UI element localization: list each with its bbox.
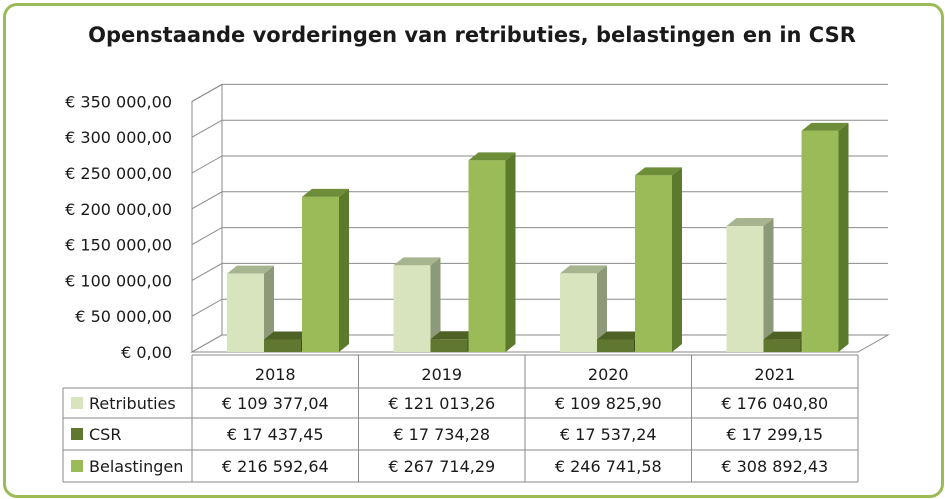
data-label: € 267 714,29 — [388, 457, 495, 476]
bar-top — [763, 331, 811, 340]
data-table: 2018 2019 2020 2021 Retributies € 109 377,04 €… — [62, 354, 859, 483]
bar-front — [264, 339, 301, 352]
bar-top — [597, 331, 644, 340]
data-label: € 17 734,28 — [393, 425, 490, 444]
y-tick-label: € 250 000,00 — [65, 164, 172, 183]
data-label: € 17 299,15 — [726, 425, 823, 444]
data-label: € 17 437,45 — [227, 425, 324, 444]
gridline — [191, 155, 888, 174]
y-axis: € 0,00 € 50 000,00 € 100 000,00 € 150 000,0… — [65, 92, 172, 362]
bar-retributies-2020 — [560, 265, 607, 352]
legend-key-retributies — [71, 397, 83, 409]
legend-key-belastingen — [71, 460, 83, 472]
side-wall — [191, 83, 223, 353]
bar-side — [838, 122, 849, 352]
y-tick-label: € 50 000,00 — [75, 307, 172, 326]
bar-front — [597, 339, 634, 352]
bar-top — [430, 331, 478, 340]
chart-walls — [190, 83, 890, 353]
bar-top — [801, 122, 849, 131]
bar-front — [560, 273, 597, 352]
data-label: € 109 825,90 — [555, 394, 662, 413]
y-tick-label: € 200 000,00 — [65, 200, 172, 219]
bar-side — [264, 265, 274, 352]
data-label: € 109 377,04 — [222, 394, 329, 413]
bar-belastingen-2019 — [468, 152, 516, 352]
bar-front — [302, 196, 339, 352]
bar-belastingen-2018 — [302, 188, 349, 352]
bar-top — [393, 257, 441, 266]
bar-front — [227, 273, 264, 352]
gridline — [191, 191, 888, 210]
category-label: 2019 — [421, 365, 462, 384]
bar-top — [227, 265, 274, 274]
y-tick-label: € 300 000,00 — [65, 128, 172, 147]
series-label: Belastingen — [89, 457, 183, 476]
data-label: € 246 741,58 — [555, 457, 662, 476]
series-label: Retributies — [89, 394, 176, 413]
bar-top — [726, 217, 774, 226]
category-label: 2018 — [255, 365, 296, 384]
data-label: € 216 592,64 — [222, 457, 329, 476]
bar-side — [339, 188, 349, 352]
bar-front — [430, 339, 468, 352]
category-label: 2021 — [754, 365, 795, 384]
bar-side — [505, 152, 516, 352]
legend-key-csr — [71, 428, 83, 440]
bar-front — [393, 265, 431, 352]
gridline — [191, 83, 888, 102]
gridline — [191, 298, 888, 317]
bar-side — [672, 167, 682, 352]
bar-belastingen-2021 — [801, 122, 849, 352]
bar-belastingen-2020 — [635, 167, 682, 352]
bar-front — [801, 130, 839, 352]
data-label: € 176 040,80 — [721, 394, 828, 413]
chart-title: Openstaande vorderingen van retributies,… — [88, 23, 856, 47]
gridlines — [191, 83, 888, 353]
y-tick-label: € 100 000,00 — [65, 271, 172, 290]
y-tick-label: € 0,00 — [121, 343, 172, 362]
data-label: € 308 892,43 — [721, 457, 828, 476]
bar-retributies-2021 — [726, 217, 774, 352]
category-label: 2020 — [588, 365, 629, 384]
gridline — [191, 262, 888, 281]
gridline — [191, 119, 888, 138]
bar-retributies-2018 — [227, 265, 274, 352]
y-tick-label: € 350 000,00 — [65, 92, 172, 111]
bar-side — [430, 257, 441, 352]
bar-top — [468, 152, 516, 161]
bar-front — [763, 339, 801, 352]
bar-side — [597, 265, 607, 352]
bar-front — [726, 225, 764, 352]
series-label: CSR — [89, 425, 121, 444]
bar-top — [264, 331, 311, 340]
bars — [227, 122, 849, 352]
data-label: € 17 537,24 — [560, 425, 657, 444]
y-tick-label: € 150 000,00 — [65, 236, 172, 255]
bar-front — [468, 160, 506, 352]
gridline — [191, 227, 888, 246]
bar-retributies-2019 — [393, 257, 441, 352]
data-label: € 121 013,26 — [388, 394, 495, 413]
bar-top — [635, 167, 682, 176]
bar-top — [302, 188, 349, 197]
bar-side — [763, 217, 774, 352]
bar-front — [635, 175, 672, 352]
bar-top — [560, 265, 607, 274]
